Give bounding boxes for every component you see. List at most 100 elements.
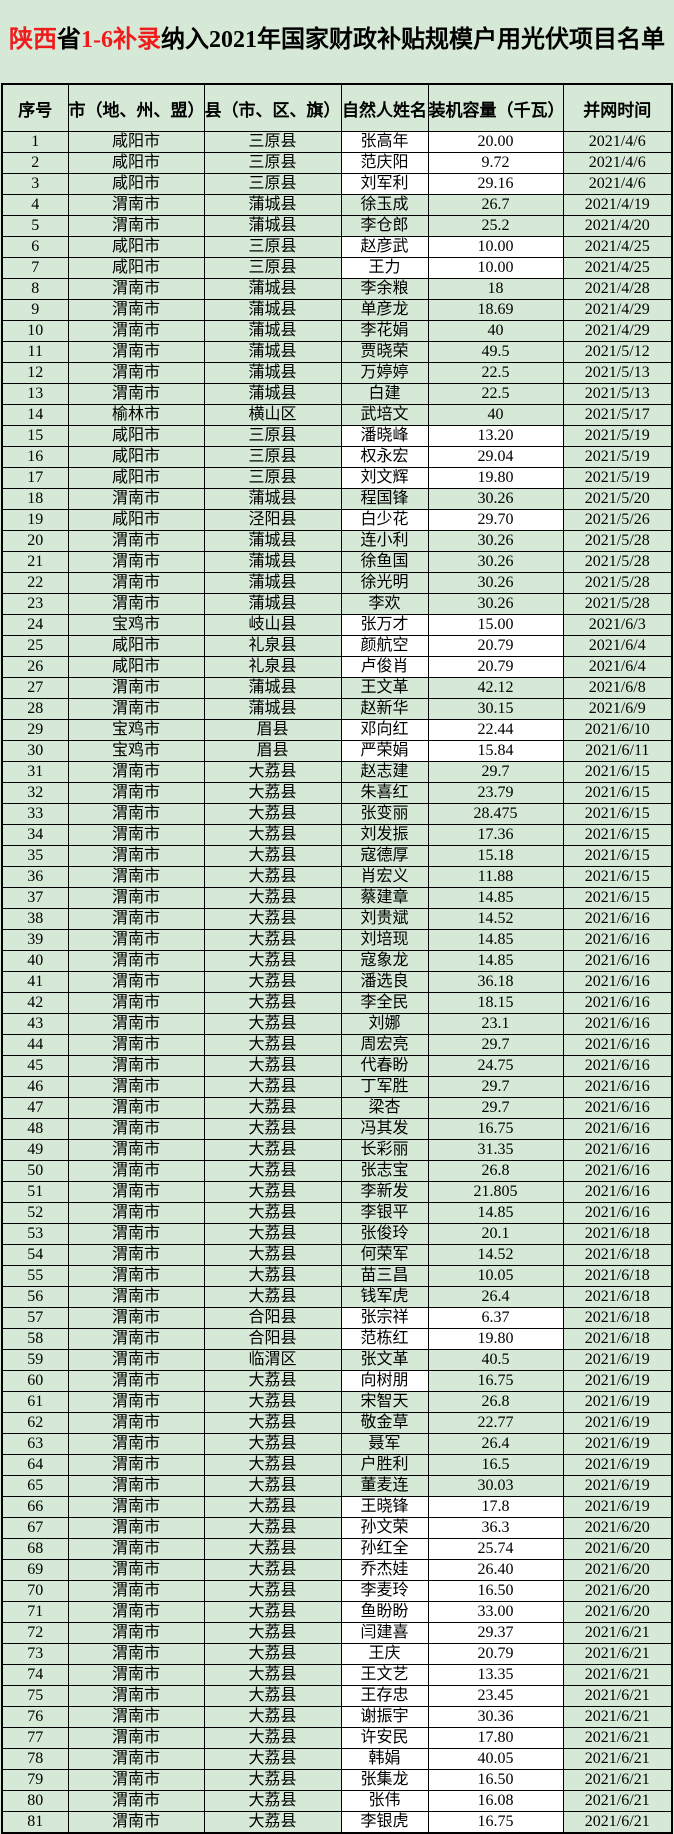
table-row: 49 渭南市 大荔县 长彩丽 31.35 2021/6/16 <box>1 1139 673 1161</box>
grid-date-cell: 2021/6/16 <box>562 1160 673 1182</box>
county-cell: 大荔县 <box>203 1748 342 1770</box>
row-number-cell: 34 <box>1 824 69 846</box>
county-cell: 大荔县 <box>203 1769 342 1791</box>
city-cell: 渭南市 <box>67 383 205 405</box>
city-cell: 渭南市 <box>67 908 205 930</box>
city-cell: 渭南市 <box>67 950 205 972</box>
title-batch-range: 1-6补录 <box>81 27 161 53</box>
capacity-cell: 26.7 <box>427 194 564 216</box>
capacity-cell: 10.00 <box>427 257 564 279</box>
capacity-cell: 14.85 <box>427 929 564 951</box>
city-cell: 宝鸡市 <box>67 614 205 636</box>
capacity-cell: 23.45 <box>427 1685 564 1707</box>
person-name-cell: 王存忠 <box>340 1685 429 1707</box>
capacity-cell: 22.5 <box>427 383 564 405</box>
grid-date-cell: 2021/6/16 <box>562 1181 673 1203</box>
grid-date-cell: 2021/6/16 <box>562 1076 673 1098</box>
person-name-cell: 赵新华 <box>340 698 429 720</box>
grid-date-cell: 2021/6/15 <box>562 824 673 846</box>
person-name-cell: 长彩丽 <box>340 1139 429 1161</box>
grid-date-cell: 2021/6/11 <box>562 740 673 762</box>
table-row: 24 宝鸡市 岐山县 张万才 15.00 2021/6/3 <box>1 614 673 636</box>
grid-date-cell: 2021/5/17 <box>562 404 673 426</box>
person-name-cell: 单彦龙 <box>340 299 429 321</box>
person-name-cell: 张伟 <box>340 1790 429 1812</box>
grid-date-cell: 2021/5/13 <box>562 383 673 405</box>
row-number-cell: 58 <box>1 1328 69 1350</box>
grid-date-cell: 2021/5/28 <box>562 530 673 552</box>
city-cell: 渭南市 <box>67 299 205 321</box>
table-row: 2 咸阳市 三原县 范庆阳 9.72 2021/4/6 <box>1 152 673 174</box>
table-row: 67 渭南市 大荔县 孙文荣 36.3 2021/6/20 <box>1 1517 673 1539</box>
table-row: 19 咸阳市 泾阳县 白少花 29.70 2021/5/26 <box>1 509 673 531</box>
grid-date-cell: 2021/6/18 <box>562 1307 673 1329</box>
row-number-cell: 74 <box>1 1664 69 1686</box>
person-name-cell: 张高年 <box>340 131 429 153</box>
table-row: 3 咸阳市 三原县 刘军利 29.16 2021/4/6 <box>1 173 673 195</box>
grid-date-cell: 2021/6/15 <box>562 782 673 804</box>
table-row: 12 渭南市 蒲城县 万婷婷 22.5 2021/5/13 <box>1 362 673 384</box>
grid-date-cell: 2021/6/16 <box>562 950 673 972</box>
person-name-cell: 李仓郎 <box>340 215 429 237</box>
row-number-cell: 33 <box>1 803 69 825</box>
person-name-cell: 连小利 <box>340 530 429 552</box>
city-cell: 渭南市 <box>67 1160 205 1182</box>
table-row: 7 咸阳市 三原县 王力 10.00 2021/4/25 <box>1 257 673 279</box>
person-name-cell: 徐玉成 <box>340 194 429 216</box>
city-cell: 渭南市 <box>67 1454 205 1476</box>
grid-date-cell: 2021/6/9 <box>562 698 673 720</box>
city-cell: 渭南市 <box>67 698 205 720</box>
row-number-cell: 11 <box>1 341 69 363</box>
table-row: 41 渭南市 大荔县 潘选良 36.18 2021/6/16 <box>1 971 673 993</box>
capacity-cell: 26.40 <box>427 1559 564 1581</box>
county-cell: 三原县 <box>203 173 342 195</box>
county-cell: 大荔县 <box>203 1727 342 1749</box>
row-number-cell: 40 <box>1 950 69 972</box>
person-name-cell: 宋智天 <box>340 1391 429 1413</box>
city-cell: 渭南市 <box>67 1013 205 1035</box>
row-number-cell: 28 <box>1 698 69 720</box>
grid-date-cell: 2021/6/20 <box>562 1559 673 1581</box>
grid-date-cell: 2021/5/28 <box>562 551 673 573</box>
table-row: 75 渭南市 大荔县 王存忠 23.45 2021/6/21 <box>1 1685 673 1707</box>
person-name-cell: 朱喜红 <box>340 782 429 804</box>
county-cell: 三原县 <box>203 446 342 468</box>
county-cell: 大荔县 <box>203 1223 342 1245</box>
row-number-cell: 29 <box>1 719 69 741</box>
page-title: 陕西省1-6补录纳入2021年国家财政补贴规模户用光伏项目名单 <box>0 0 674 83</box>
row-number-cell: 3 <box>1 173 69 195</box>
person-name-cell: 李麦玲 <box>340 1580 429 1602</box>
capacity-cell: 19.80 <box>427 467 564 489</box>
header-row: 序号 市（地、州、盟） 县（市、区、旗） 自然人姓名 装机容量（千瓦） 并网时间 <box>1 83 673 132</box>
capacity-cell: 25.74 <box>427 1538 564 1560</box>
capacity-cell: 22.77 <box>427 1412 564 1434</box>
person-name-cell: 范栋红 <box>340 1328 429 1350</box>
city-cell: 渭南市 <box>67 1517 205 1539</box>
table-row: 70 渭南市 大荔县 李麦玲 16.50 2021/6/20 <box>1 1580 673 1602</box>
table-row: 56 渭南市 大荔县 钱军虎 26.4 2021/6/18 <box>1 1286 673 1308</box>
table-row: 28 渭南市 蒲城县 赵新华 30.15 2021/6/9 <box>1 698 673 720</box>
table-row: 77 渭南市 大荔县 许安民 17.80 2021/6/21 <box>1 1727 673 1749</box>
city-cell: 渭南市 <box>67 1685 205 1707</box>
city-cell: 渭南市 <box>67 1727 205 1749</box>
county-cell: 蒲城县 <box>203 362 342 384</box>
person-name-cell: 丁军胜 <box>340 1076 429 1098</box>
city-cell: 渭南市 <box>67 782 205 804</box>
row-number-cell: 75 <box>1 1685 69 1707</box>
county-cell: 蒲城县 <box>203 341 342 363</box>
city-cell: 渭南市 <box>67 593 205 615</box>
table-row: 58 渭南市 合阳县 范栋红 19.80 2021/6/18 <box>1 1328 673 1350</box>
person-name-cell: 户胜利 <box>340 1454 429 1476</box>
county-cell: 大荔县 <box>203 887 342 909</box>
table-row: 5 渭南市 蒲城县 李仓郎 25.2 2021/4/20 <box>1 215 673 237</box>
row-number-cell: 55 <box>1 1265 69 1287</box>
city-cell: 渭南市 <box>67 1496 205 1518</box>
capacity-cell: 22.5 <box>427 362 564 384</box>
county-cell: 蒲城县 <box>203 278 342 300</box>
person-name-cell: 梁杏 <box>340 1097 429 1119</box>
person-name-cell: 邓向红 <box>340 719 429 741</box>
county-cell: 大荔县 <box>203 1139 342 1161</box>
person-name-cell: 刘文辉 <box>340 467 429 489</box>
city-cell: 渭南市 <box>67 1622 205 1644</box>
